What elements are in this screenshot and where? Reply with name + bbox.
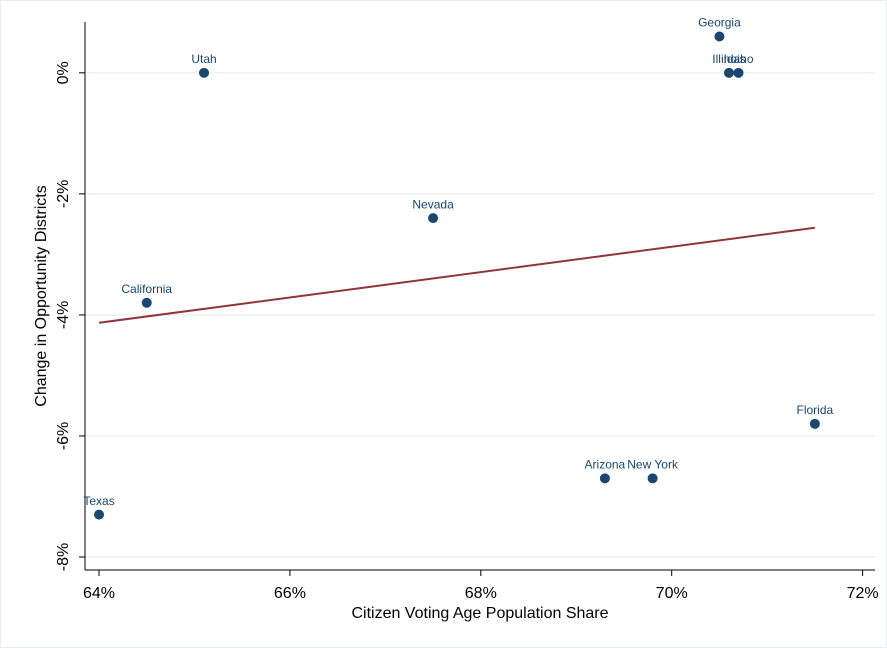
x-tick-label: 72% — [847, 585, 879, 602]
point — [199, 67, 210, 78]
y-tick-label: -6% — [55, 422, 72, 450]
y-tick-label: 0% — [55, 61, 72, 84]
fit-line — [98, 226, 816, 324]
point — [94, 509, 105, 520]
point-label: California — [121, 282, 172, 296]
point-label: Texas — [83, 494, 114, 508]
y-axis-title: Change in Opportunity Districts — [33, 185, 50, 406]
point-label: Arizona — [585, 457, 626, 471]
point-label: New York — [627, 457, 679, 471]
x-tick-label: 66% — [274, 585, 306, 602]
point — [141, 297, 152, 308]
point-label: Florida — [797, 403, 834, 417]
point — [599, 473, 610, 484]
y-tick-label: -4% — [55, 301, 72, 329]
point-label: Utah — [191, 52, 216, 66]
point-label: Nevada — [412, 197, 454, 211]
point — [714, 31, 725, 42]
point-label: Illinois — [712, 52, 745, 66]
x-axis-title: Citizen Voting Age Population Share — [351, 605, 608, 622]
point-label: Georgia — [698, 16, 741, 30]
point — [647, 473, 658, 484]
y-tick-label: -8% — [55, 543, 72, 571]
point — [733, 67, 744, 78]
x-tick-label: 70% — [656, 585, 688, 602]
point — [809, 418, 820, 429]
point — [723, 67, 734, 78]
point — [428, 213, 439, 224]
x-tick-label: 68% — [465, 585, 497, 602]
x-tick-label: 64% — [83, 585, 115, 602]
y-tick-label: -2% — [55, 180, 72, 208]
point-label: Idaho — [723, 52, 753, 66]
